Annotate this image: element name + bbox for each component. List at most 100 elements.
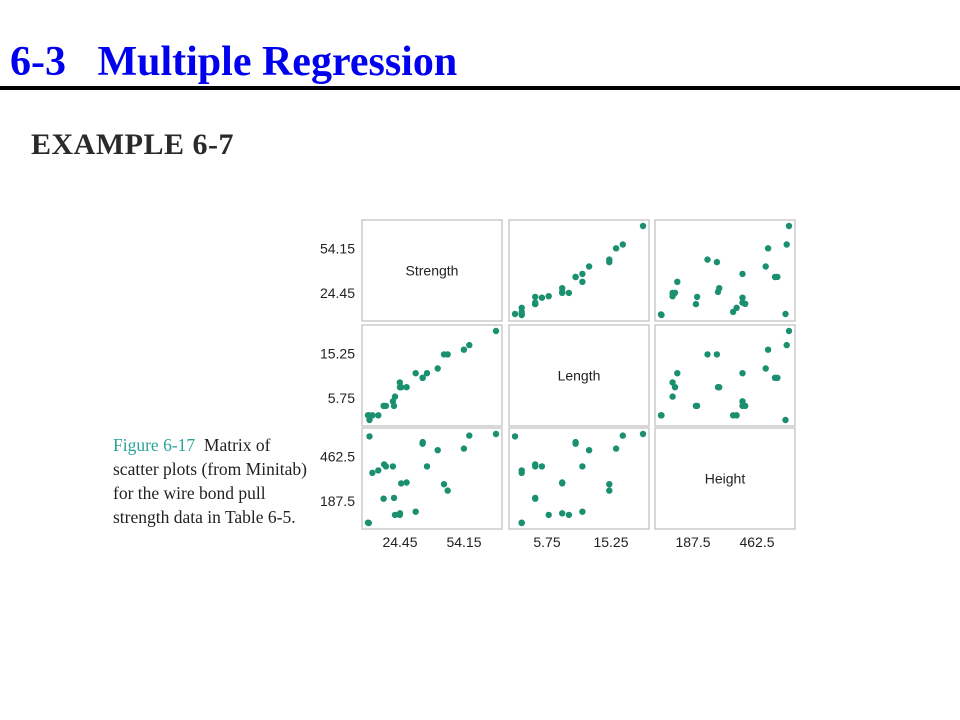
data-point [423,370,431,377]
data-point [585,447,593,454]
data-point [460,445,468,452]
data-point [729,308,737,316]
data-point [434,447,441,454]
data-point [389,398,397,405]
data-point [369,412,376,419]
y-tick-label: 54.15 [320,240,355,256]
data-point [511,310,519,318]
data-point [771,374,779,381]
x-tick-label: 187.5 [675,534,710,550]
data-point [492,430,500,438]
x-tick-label: 5.75 [533,534,560,550]
data-point [532,463,539,470]
variable-label-height: Height [705,471,746,487]
slide-title: 6-3 Multiple Regression [10,39,458,85]
data-point [669,393,676,400]
data-point [619,432,626,439]
data-point [466,432,473,439]
data-point [693,293,701,301]
data-point [762,263,769,270]
data-point [704,256,711,263]
data-point [532,293,539,301]
data-point [412,508,419,515]
title-underline [0,86,960,90]
data-point [669,293,676,300]
data-point [532,299,539,306]
data-point [713,351,721,358]
data-point [440,351,448,358]
data-point [545,511,552,519]
data-point [375,412,382,419]
data-point [619,241,626,248]
data-point [423,463,431,470]
data-point [518,308,525,316]
data-point [739,270,746,278]
data-point [380,495,387,502]
data-point [783,341,790,349]
data-point [785,327,793,335]
y-tick-label: 462.5 [320,448,355,464]
data-point [674,370,681,377]
data-point [729,412,737,419]
data-point [366,433,373,440]
panel-strength-vs-strength [361,219,503,322]
panel-height-vs-length [508,427,650,530]
data-point [403,384,410,391]
data-point [466,341,473,349]
data-point [389,463,397,470]
data-point [606,487,613,494]
data-point [612,445,620,452]
data-point [764,346,772,353]
data-point [382,402,390,410]
data-point [739,370,746,377]
data-point [658,412,665,419]
x-tick-label: 54.15 [446,534,481,550]
data-point [375,467,382,474]
data-point [713,258,721,266]
panel-length-vs-strength [361,324,503,427]
data-point [440,481,448,488]
data-point [739,398,746,405]
data-point [403,479,410,486]
data-point [606,258,613,266]
data-point [391,511,399,519]
data-point [538,294,546,301]
data-point [364,519,372,526]
data-point [783,241,790,248]
data-point [419,440,426,447]
data-point [559,510,566,517]
data-point [579,463,586,470]
data-point [739,299,746,306]
data-point [559,285,566,292]
figure-caption: Figure 6-17 Matrix of scatter plots (fro… [113,433,313,529]
data-point [782,416,789,424]
panel-strength-vs-length [508,219,650,322]
y-tick-label: 187.5 [320,493,355,509]
data-point [559,479,566,486]
data-point [396,511,403,519]
x-tick-label: 462.5 [739,534,774,550]
data-point [419,374,426,381]
data-point [579,508,586,515]
data-point [396,379,403,386]
data-point [692,300,700,308]
data-point [390,494,398,502]
data-point [785,222,793,230]
data-point [639,222,647,230]
data-point [671,384,679,391]
data-point [382,463,390,470]
data-point [606,481,613,488]
scatterplot-matrix: Strength Length Height 24.45 54.15 5.75 15.25 1… [320,219,796,550]
data-point [369,469,376,476]
data-point [492,327,500,335]
data-point [579,270,586,278]
data-point [674,278,681,285]
data-point [639,430,647,438]
data-point [518,519,525,526]
example-label: EXAMPLE 6-7 [31,128,234,161]
data-point [669,379,676,386]
panel-strength-vs-height [654,219,796,322]
data-point [585,263,593,270]
data-point [764,245,772,252]
data-point [762,365,769,372]
